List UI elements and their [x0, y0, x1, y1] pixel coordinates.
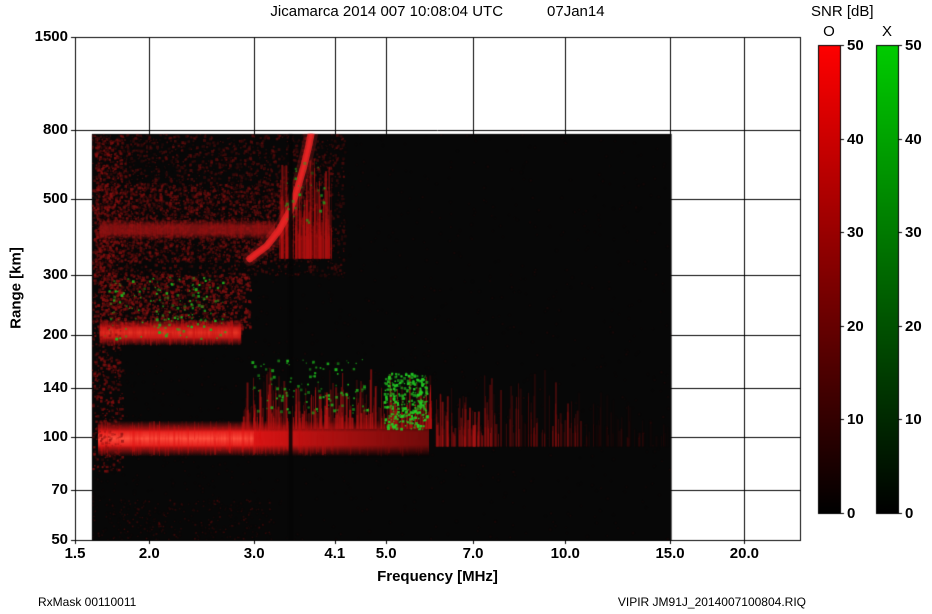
colorbar-title: SNR [dB]	[811, 3, 874, 20]
colorbar-x-mode-label: X	[881, 23, 892, 40]
colorbar-o-mode-label: O	[823, 23, 835, 40]
y-tick-label: 200	[42, 325, 68, 343]
y-tick-label: 50	[51, 531, 68, 548]
title-date: 07Jan14	[547, 3, 605, 20]
x-tick-label: 4.1	[324, 545, 346, 562]
colorbar-tick-label: 50	[847, 37, 864, 54]
y-tick-label: 70	[51, 481, 68, 499]
x-tick-label: 7.0	[462, 545, 484, 562]
x-tick-label: 10.0	[550, 545, 580, 562]
colorbar-tick-label: 10	[847, 411, 864, 429]
colorbar-tick-label: 30	[847, 224, 864, 242]
x-axis-title: Frequency [MHz]	[377, 568, 498, 585]
x-tick-label: 20.0	[729, 545, 759, 562]
x-tick-label: 3.0	[243, 545, 265, 562]
x-tick-label: 5.0	[375, 545, 397, 562]
y-tick-label: 100	[42, 428, 68, 446]
y-tick-label: 140	[42, 378, 68, 396]
colorbar-tick-label: 20	[847, 317, 864, 335]
rxmask-annotation: RxMask 00110011	[38, 595, 137, 609]
x-tick-label: 15.0	[655, 545, 685, 562]
y-axis-title: Range [km]	[7, 247, 25, 329]
colorbar-tick-label: 0	[847, 505, 856, 522]
x-tick-label: 1.5	[64, 545, 86, 562]
y-tick-label: 500	[42, 190, 68, 208]
chart-title: Jicamarca 2014 007 10:08:04 UTC 07Jan14	[75, 3, 800, 20]
colorbar-tick-label: 40	[905, 130, 922, 148]
colorbar-tick-label: 30	[905, 224, 922, 242]
colorbar-tick-label: 50	[905, 37, 922, 54]
y-tick-label: 300	[42, 266, 68, 284]
colorbar-tick-label: 20	[905, 317, 922, 335]
file-annotation: VIPIR JM91J_2014007100804.RIQ	[617, 595, 806, 609]
colorbar-tick-label: 10	[905, 411, 922, 429]
title-text: Jicamarca 2014 007 10:08:04 UTC	[270, 3, 504, 20]
x-tick-label: 2.0	[138, 545, 160, 562]
y-tick-label: 800	[42, 120, 68, 138]
colorbar-tick-label: 0	[905, 505, 914, 522]
colorbar-tick-label: 40	[847, 130, 864, 148]
y-tick-label: 1500	[34, 28, 68, 45]
